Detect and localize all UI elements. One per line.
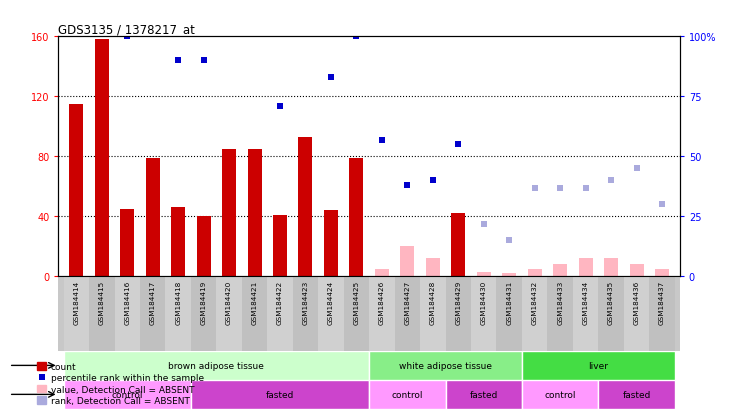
Text: fasted: fasted — [622, 390, 651, 399]
Text: GSM184430: GSM184430 — [481, 280, 487, 325]
Bar — [655, 269, 669, 277]
Bar — [579, 259, 593, 277]
Text: GSM184414: GSM184414 — [73, 280, 79, 325]
Text: GSM184431: GSM184431 — [506, 280, 512, 325]
Text: white adipose tissue: white adipose tissue — [399, 361, 492, 370]
Bar — [216, 277, 242, 351]
Bar — [548, 277, 573, 351]
Bar — [522, 277, 548, 351]
Bar — [292, 277, 318, 351]
Bar — [64, 277, 89, 351]
Bar — [369, 380, 446, 409]
Bar — [64, 380, 191, 409]
Bar — [318, 277, 344, 351]
Text: GSM184415: GSM184415 — [99, 280, 105, 325]
Bar — [599, 380, 675, 409]
Bar — [197, 217, 211, 277]
Text: fasted: fasted — [469, 390, 498, 399]
Bar — [604, 259, 618, 277]
Text: GSM184424: GSM184424 — [328, 280, 334, 325]
Text: GSM184426: GSM184426 — [379, 280, 385, 325]
Text: GSM184434: GSM184434 — [583, 280, 588, 325]
Legend: count, percentile rank within the sample, value, Detection Call = ABSENT, rank, : count, percentile rank within the sample… — [34, 358, 208, 408]
Bar — [140, 277, 165, 351]
Bar — [451, 214, 466, 277]
Text: GSM184422: GSM184422 — [277, 280, 283, 325]
Text: GSM184418: GSM184418 — [175, 280, 181, 325]
Bar — [268, 277, 292, 351]
Text: fasted: fasted — [266, 390, 294, 399]
Bar — [522, 380, 599, 409]
Text: GSM184429: GSM184429 — [455, 280, 461, 325]
Bar — [502, 274, 516, 277]
Text: GSM184436: GSM184436 — [634, 280, 640, 325]
Text: brown adipose tissue: brown adipose tissue — [168, 361, 265, 370]
Bar — [599, 277, 624, 351]
Text: liver: liver — [588, 361, 608, 370]
Bar — [426, 259, 440, 277]
Bar — [69, 104, 83, 277]
Text: GSM184420: GSM184420 — [226, 280, 232, 325]
Bar — [191, 380, 369, 409]
Bar — [248, 150, 262, 277]
Text: GSM184428: GSM184428 — [430, 280, 436, 325]
Bar — [242, 277, 268, 351]
Bar — [369, 351, 522, 380]
Bar — [349, 159, 363, 277]
Text: GSM184437: GSM184437 — [659, 280, 665, 325]
Text: control: control — [392, 390, 423, 399]
Bar — [649, 277, 675, 351]
Bar — [191, 277, 216, 351]
Text: GSM184435: GSM184435 — [608, 280, 614, 325]
Bar — [375, 269, 389, 277]
Bar — [298, 138, 312, 277]
Bar — [273, 215, 287, 277]
Bar — [471, 277, 496, 351]
Bar — [477, 272, 491, 277]
Bar — [145, 159, 159, 277]
Bar — [629, 265, 643, 277]
Text: GSM184417: GSM184417 — [150, 280, 156, 325]
Text: GSM184421: GSM184421 — [251, 280, 257, 325]
Bar — [344, 277, 369, 351]
Bar — [89, 277, 115, 351]
Bar — [446, 380, 522, 409]
Bar — [395, 277, 420, 351]
Bar — [624, 277, 649, 351]
Text: GSM184423: GSM184423 — [303, 280, 308, 325]
Text: GSM184427: GSM184427 — [404, 280, 410, 325]
Bar — [64, 351, 369, 380]
Text: GSM184433: GSM184433 — [557, 280, 563, 325]
Bar — [115, 277, 140, 351]
Bar — [165, 277, 191, 351]
Text: GSM184432: GSM184432 — [531, 280, 538, 325]
Bar — [95, 40, 109, 277]
Bar — [369, 277, 395, 351]
Text: GSM184419: GSM184419 — [200, 280, 207, 325]
Bar — [420, 277, 446, 351]
Text: control: control — [112, 390, 143, 399]
Bar — [446, 277, 471, 351]
Bar — [171, 208, 185, 277]
Bar — [573, 277, 599, 351]
Bar — [401, 247, 414, 277]
Bar — [222, 150, 236, 277]
Bar — [324, 211, 338, 277]
Text: GSM184425: GSM184425 — [353, 280, 360, 325]
Bar — [120, 209, 135, 277]
Text: control: control — [545, 390, 576, 399]
Bar — [522, 351, 675, 380]
Text: GSM184416: GSM184416 — [124, 280, 130, 325]
Bar — [553, 265, 567, 277]
Bar — [496, 277, 522, 351]
Bar — [528, 269, 542, 277]
Text: GDS3135 / 1378217_at: GDS3135 / 1378217_at — [58, 23, 195, 36]
